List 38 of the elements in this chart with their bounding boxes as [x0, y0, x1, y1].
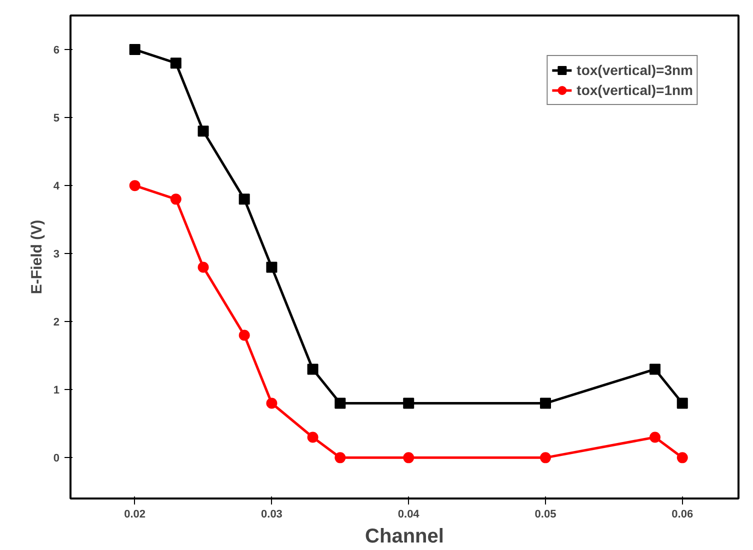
point	[540, 398, 551, 409]
point	[266, 262, 278, 273]
point	[403, 398, 414, 409]
y-tick-label: 0	[53, 452, 60, 465]
point	[676, 398, 688, 409]
x-tick-label: 0.04	[398, 508, 420, 520]
point	[334, 398, 346, 409]
point	[650, 364, 660, 375]
point	[238, 330, 250, 341]
point	[198, 262, 209, 273]
point	[540, 452, 551, 464]
legend-label: tox(vertical)=3nm	[576, 62, 693, 78]
point	[307, 364, 318, 375]
point	[170, 194, 182, 205]
point	[198, 126, 209, 137]
point	[334, 452, 346, 464]
x-tick-label: 0.06	[672, 508, 694, 520]
y-tick-label: 5	[53, 112, 60, 125]
point	[403, 452, 414, 464]
y-axis-title: E-Field (V)	[28, 220, 46, 294]
point	[266, 398, 278, 409]
x-tick-label: 0.05	[534, 508, 556, 520]
point	[650, 432, 660, 443]
y-tick-label: 4	[53, 180, 60, 193]
y-tick-label: 2	[53, 316, 60, 329]
point	[238, 194, 250, 205]
y-tick-label: 6	[53, 44, 60, 57]
point	[129, 180, 140, 192]
legend-label: tox(vertical)=1nm	[576, 82, 693, 98]
y-tick-label: 1	[53, 384, 60, 397]
x-tick-label: 0.02	[124, 508, 146, 520]
point	[307, 432, 318, 443]
point	[676, 452, 688, 464]
point	[129, 44, 140, 56]
x-tick-label: 0.03	[261, 508, 282, 520]
y-tick-label: 3	[53, 248, 60, 261]
point	[170, 58, 182, 69]
x-axis-title: Channel	[365, 526, 444, 548]
